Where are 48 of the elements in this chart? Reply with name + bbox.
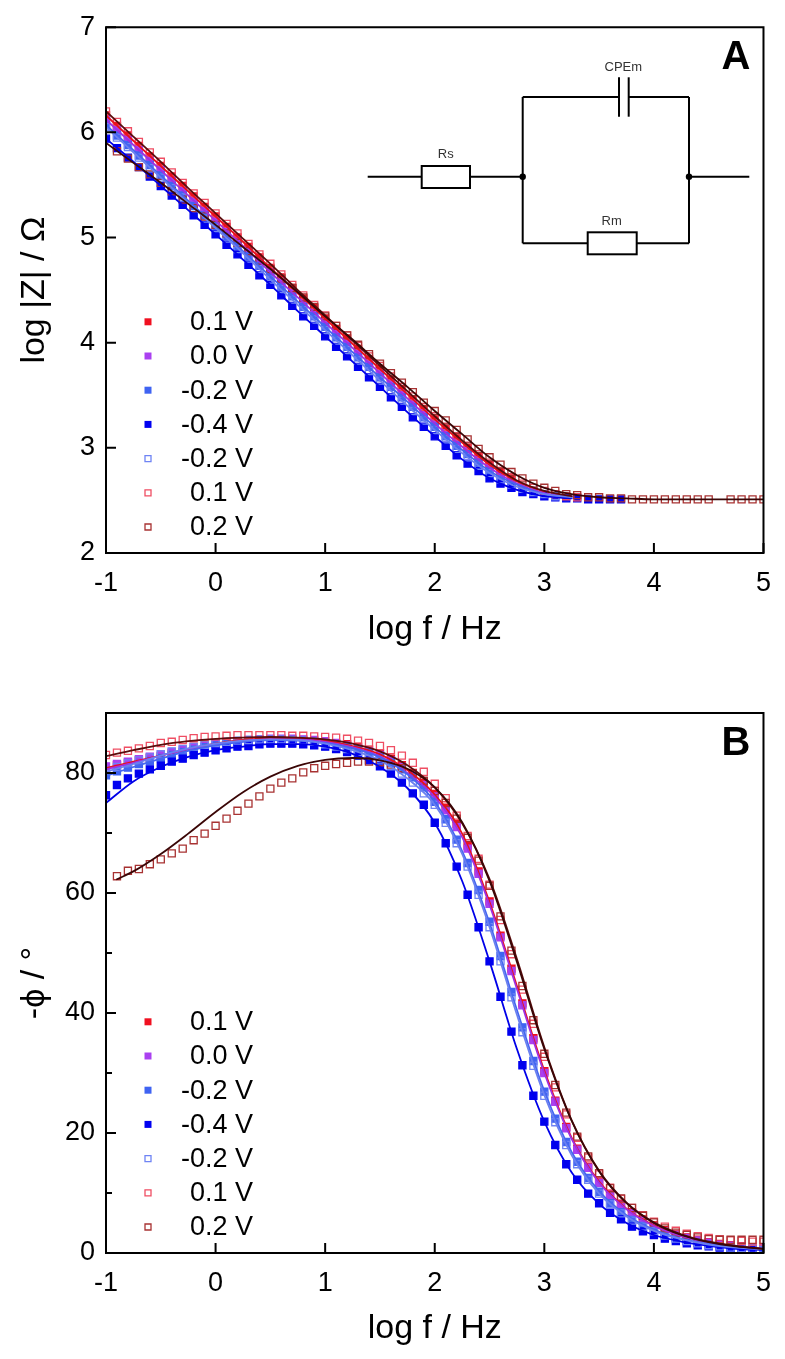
y-tick-label: 7 xyxy=(79,10,95,41)
y-axis-title: -ϕ / ° xyxy=(12,946,51,1020)
x-tick-label: 5 xyxy=(755,1266,772,1297)
legend-label: 0.0 V xyxy=(189,1040,253,1071)
x-tick-label: 3 xyxy=(536,1266,552,1297)
y-tick-label: 80 xyxy=(64,756,95,787)
y-tick-label: 2 xyxy=(79,536,95,567)
x-tick-label: 4 xyxy=(646,566,662,597)
chart-title: A xyxy=(721,33,751,78)
y-tick-label: 5 xyxy=(79,220,95,251)
x-tick-label: -1 xyxy=(93,1266,119,1297)
annotation: Rm xyxy=(601,212,622,228)
legend-label: 0.0 V xyxy=(189,340,253,371)
chart-title: B xyxy=(721,719,751,764)
legend-label: 0.1 V xyxy=(189,1006,253,1037)
x-tick-label: 4 xyxy=(646,1266,662,1297)
legend-label: 0.1 V xyxy=(189,1177,253,1208)
x-axis-title: log f / Hz xyxy=(367,1306,502,1345)
legend-label: 0.2 V xyxy=(189,511,253,542)
x-tick-label: 0 xyxy=(208,566,224,597)
x-tick-label: 2 xyxy=(427,1266,443,1297)
y-tick-label: 0 xyxy=(79,1236,95,1267)
y-axis-title: log |Z| / Ω xyxy=(12,216,51,364)
legend-label: 0.1 V xyxy=(189,477,253,508)
legend-label: -0.2 V xyxy=(180,443,253,474)
y-tick-label: 4 xyxy=(79,326,95,357)
annotation: Rs xyxy=(437,145,454,161)
legend-label: -0.2 V xyxy=(180,1143,253,1174)
legend-label: -0.4 V xyxy=(180,1108,253,1139)
y-tick-label: 40 xyxy=(64,996,95,1027)
legend-label: -0.4 V xyxy=(180,408,253,439)
x-tick-label: 3 xyxy=(536,566,552,597)
x-tick-label: 1 xyxy=(317,566,333,597)
legend-label: 0.2 V xyxy=(189,1211,253,1242)
y-tick-label: 20 xyxy=(64,1116,95,1147)
y-tick-label: 3 xyxy=(79,431,95,462)
x-tick-label: 1 xyxy=(317,1266,333,1297)
y-tick-label: 60 xyxy=(64,876,95,907)
y-tick-label: 6 xyxy=(79,115,95,146)
legend-label: 0.1 V xyxy=(189,306,253,337)
x-tick-label: 2 xyxy=(427,566,443,597)
legend-label: -0.2 V xyxy=(180,374,253,405)
x-tick-label: 0 xyxy=(208,1266,224,1297)
x-tick-label: -1 xyxy=(93,566,119,597)
annotation: CPEm xyxy=(604,58,643,74)
legend-label: -0.2 V xyxy=(180,1074,253,1105)
x-axis-title: log f / Hz xyxy=(367,607,502,646)
x-tick-label: 5 xyxy=(755,566,772,597)
